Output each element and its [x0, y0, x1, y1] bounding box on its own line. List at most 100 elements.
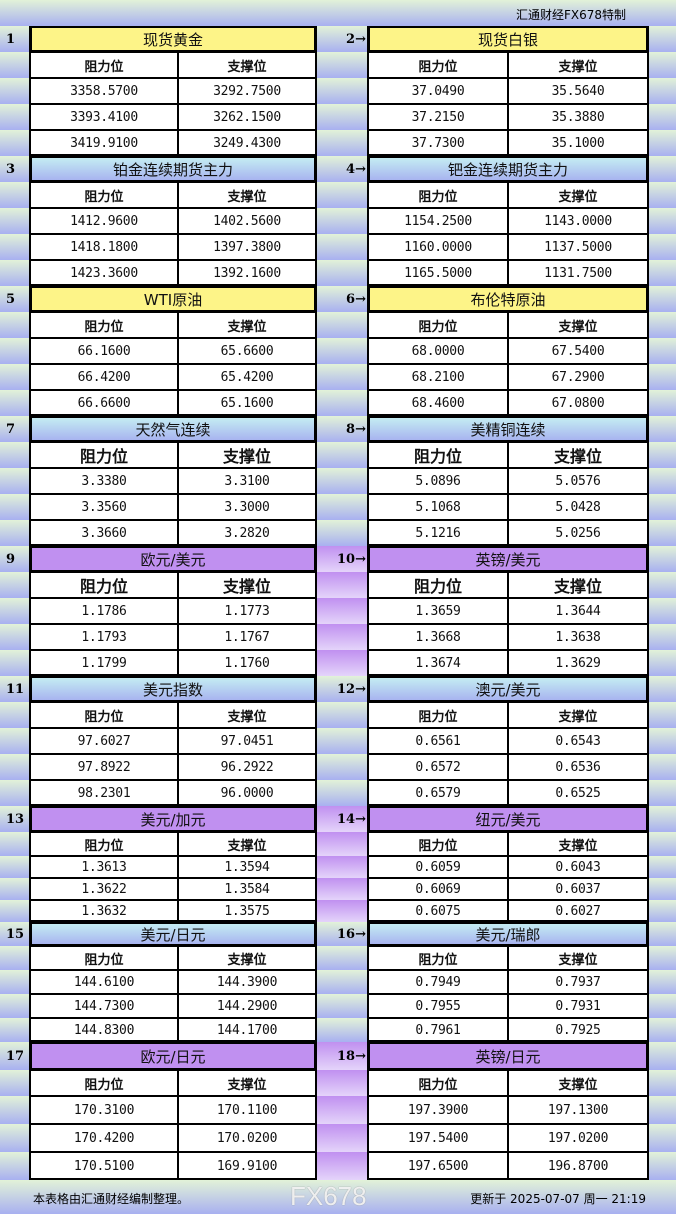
resistance-value: 170.4200: [30, 1124, 178, 1152]
top-bar: [0, 0, 676, 26]
support-value: 0.6536: [508, 754, 648, 780]
support-value: 0.6043: [508, 856, 648, 878]
support-header: 支撑位: [178, 442, 316, 468]
support-value: 1.3629: [508, 650, 648, 676]
resistance-header: 阻力位: [30, 832, 178, 856]
resistance-value: 0.6561: [368, 728, 508, 754]
section-number-arrow: 16→: [337, 926, 366, 942]
support-value: 144.3900: [178, 970, 316, 994]
instrument-title: 欧元/美元: [30, 546, 316, 572]
support-value: 5.0428: [508, 494, 648, 520]
support-value: 170.0200: [178, 1124, 316, 1152]
support-value: 5.0256: [508, 520, 648, 546]
resistance-value: 0.7961: [368, 1018, 508, 1042]
support-value: 1131.7500: [508, 260, 648, 286]
support-value: 0.7931: [508, 994, 648, 1018]
resistance-value: 197.5400: [368, 1124, 508, 1152]
resistance-header: 阻力位: [368, 1070, 508, 1096]
support-value: 144.1700: [178, 1018, 316, 1042]
support-header: 支撑位: [508, 442, 648, 468]
resistance-value: 197.6500: [368, 1152, 508, 1180]
resistance-header: 阻力位: [368, 702, 508, 728]
resistance-value: 0.6059: [368, 856, 508, 878]
instrument-title: 天然气连续: [30, 416, 316, 442]
resistance-value: 0.6579: [368, 780, 508, 806]
instrument-title: 欧元/日元: [30, 1042, 316, 1070]
instrument-title: 澳元/美元: [368, 676, 648, 702]
support-header: 支撑位: [508, 1070, 648, 1096]
support-value: 1.3638: [508, 624, 648, 650]
support-value: 3292.7500: [178, 78, 316, 104]
resistance-value: 1.3632: [30, 900, 178, 922]
middle-band: [316, 624, 368, 650]
support-value: 1402.5600: [178, 208, 316, 234]
resistance-value: 1154.2500: [368, 208, 508, 234]
resistance-value: 3.3560: [30, 494, 178, 520]
support-value: 197.0200: [508, 1124, 648, 1152]
resistance-header: 阻力位: [368, 832, 508, 856]
resistance-value: 144.7300: [30, 994, 178, 1018]
support-header: 支撑位: [178, 312, 316, 338]
support-value: 1.1760: [178, 650, 316, 676]
instrument-title: 美元/瑞郎: [368, 922, 648, 946]
resistance-value: 170.5100: [30, 1152, 178, 1180]
section-number-arrow: 18→: [337, 1048, 366, 1064]
resistance-header: 阻力位: [368, 572, 508, 598]
resistance-value: 1.3674: [368, 650, 508, 676]
watermark-logo: FX678: [290, 1181, 367, 1211]
instrument-title: WTI原油: [30, 286, 316, 312]
middle-band: [316, 1124, 368, 1152]
support-header: 支撑位: [178, 832, 316, 856]
instrument-title: 现货白银: [368, 26, 648, 52]
resistance-value: 1418.1800: [30, 234, 178, 260]
resistance-header: 阻力位: [30, 52, 178, 78]
support-header: 支撑位: [508, 702, 648, 728]
resistance-value: 66.4200: [30, 364, 178, 390]
resistance-value: 68.2100: [368, 364, 508, 390]
section-number: 15: [6, 926, 25, 942]
resistance-header: 阻力位: [30, 1070, 178, 1096]
instrument-title: 美元指数: [30, 676, 316, 702]
resistance-header: 阻力位: [30, 946, 178, 970]
footer-bar: [0, 1180, 676, 1214]
resistance-header: 阻力位: [30, 442, 178, 468]
resistance-value: 5.0896: [368, 468, 508, 494]
support-value: 1392.1600: [178, 260, 316, 286]
section-number: 17: [6, 1048, 25, 1064]
resistance-value: 1.1786: [30, 598, 178, 624]
brand-label: 汇通财经FX678特制: [515, 8, 626, 22]
support-value: 65.6600: [178, 338, 316, 364]
resistance-value: 3393.4100: [30, 104, 178, 130]
resistance-value: 144.8300: [30, 1018, 178, 1042]
resistance-value: 1.3622: [30, 878, 178, 900]
middle-band: [316, 856, 368, 878]
section-number: 11: [6, 681, 25, 697]
support-value: 1397.3800: [178, 234, 316, 260]
resistance-value: 37.2150: [368, 104, 508, 130]
resistance-value: 1.1799: [30, 650, 178, 676]
section-number-arrow: 10→: [337, 551, 366, 567]
support-value: 1137.5000: [508, 234, 648, 260]
support-header: 支撑位: [178, 946, 316, 970]
support-value: 0.7937: [508, 970, 648, 994]
resistance-value: 97.8922: [30, 754, 178, 780]
resistance-header: 阻力位: [30, 182, 178, 208]
resistance-value: 170.3100: [30, 1096, 178, 1124]
support-value: 3.2820: [178, 520, 316, 546]
support-value: 1.1767: [178, 624, 316, 650]
instrument-title: 美元/日元: [30, 922, 316, 946]
resistance-value: 3358.5700: [30, 78, 178, 104]
section-number-arrow: 8→: [346, 421, 366, 437]
resistance-value: 0.6069: [368, 878, 508, 900]
instrument-title: 现货黄金: [30, 26, 316, 52]
resistance-value: 197.3900: [368, 1096, 508, 1124]
resistance-value: 3.3660: [30, 520, 178, 546]
support-value: 1.3575: [178, 900, 316, 922]
support-value: 96.2922: [178, 754, 316, 780]
support-value: 35.3880: [508, 104, 648, 130]
footer-note: 本表格由汇通财经编制整理。: [33, 1192, 190, 1206]
middle-band: [316, 598, 368, 624]
section-number: 9: [6, 551, 16, 567]
section-number: 5: [6, 291, 16, 307]
support-value: 67.2900: [508, 364, 648, 390]
